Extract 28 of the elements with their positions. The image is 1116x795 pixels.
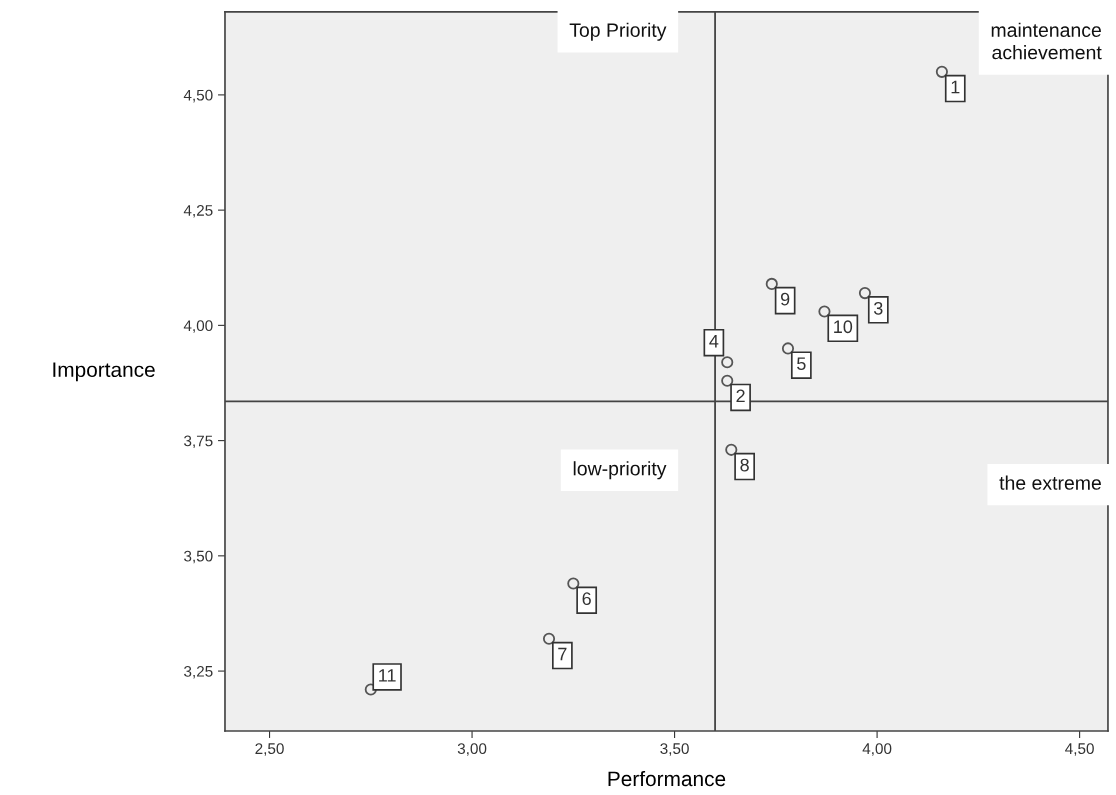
- annotation: the extreme: [999, 475, 1101, 490]
- annotation: maintenance achievement: [991, 22, 1102, 60]
- y-tick-label: 3,50: [184, 550, 213, 564]
- x-tick-label: 4,00: [862, 743, 892, 756]
- text: 4: [709, 334, 719, 348]
- x-tick-label: 4,50: [1065, 743, 1094, 756]
- text: 1: [951, 80, 960, 94]
- text: 8: [740, 458, 749, 472]
- text: 7: [558, 647, 567, 661]
- x-axis-title: Performance: [608, 770, 726, 787]
- text: 10: [834, 320, 853, 334]
- y-tick-label: 3,25: [184, 665, 213, 679]
- x-tick-label: 3,50: [660, 743, 689, 756]
- y-tick-label: 4,50: [183, 89, 213, 103]
- x-tick-label: 3,00: [457, 743, 487, 756]
- y-tick-label: 3,75: [184, 435, 213, 449]
- text: 6: [582, 592, 591, 606]
- text: 9: [780, 292, 790, 306]
- annotation: Top Priority: [569, 22, 667, 41]
- text: 3: [873, 301, 883, 315]
- y-tick-label: 4,00: [183, 320, 213, 333]
- y-axis-title: Importance: [53, 362, 155, 382]
- text: 11: [379, 669, 396, 682]
- text: 5: [797, 357, 806, 371]
- text: 2: [736, 389, 745, 403]
- x-tick-label: 2,50: [255, 743, 284, 756]
- y-tick-label: 4,25: [183, 205, 213, 218]
- annotation: low-priority: [573, 461, 667, 480]
